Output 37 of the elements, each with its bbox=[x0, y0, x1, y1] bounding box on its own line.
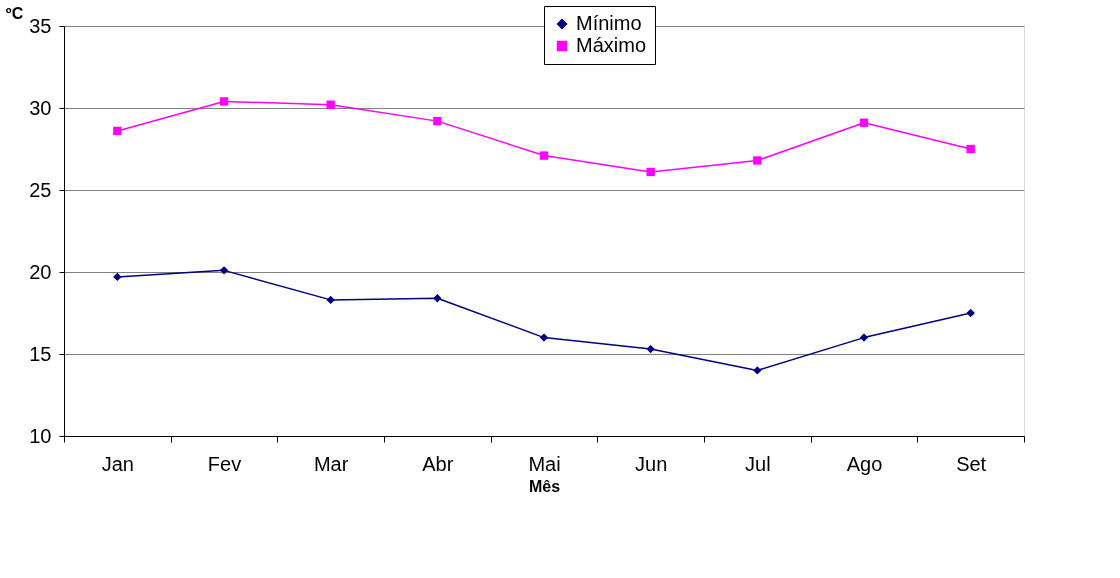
x-tick-label: Jun bbox=[635, 452, 668, 475]
point bbox=[326, 100, 335, 109]
point bbox=[433, 116, 442, 126]
point bbox=[753, 366, 762, 375]
y-tick-label: 20 bbox=[29, 260, 52, 283]
x-tick-label: Abr bbox=[422, 452, 454, 475]
point bbox=[326, 295, 335, 305]
point bbox=[219, 97, 229, 106]
x-tick-label: Mar bbox=[313, 452, 349, 475]
point bbox=[113, 272, 122, 282]
legend-label: Máximo bbox=[576, 34, 647, 56]
x-tick-label: Jul bbox=[745, 452, 771, 475]
y-tick-label: 35 bbox=[29, 14, 52, 37]
y-axis-title: ºC bbox=[5, 4, 24, 22]
x-tick-label: Fev bbox=[207, 452, 242, 475]
point bbox=[219, 266, 229, 275]
point bbox=[113, 126, 122, 136]
point bbox=[753, 156, 762, 165]
point bbox=[966, 144, 975, 154]
point bbox=[646, 167, 655, 177]
point bbox=[539, 333, 549, 342]
x-tick-label: Mai bbox=[528, 452, 561, 475]
x-tick-label: Ago bbox=[846, 452, 883, 475]
x-tick-label: Set bbox=[956, 452, 987, 475]
x-axis-title: Mês bbox=[528, 477, 561, 495]
legend-label: Mínimo bbox=[576, 12, 642, 34]
point bbox=[539, 151, 549, 160]
point bbox=[859, 333, 869, 342]
point bbox=[859, 118, 869, 127]
y-tick-label: 15 bbox=[29, 342, 52, 365]
x-tick-label: Jan bbox=[101, 452, 134, 475]
y-tick-label: 25 bbox=[29, 178, 52, 201]
y-tick-label: 30 bbox=[29, 96, 52, 119]
point bbox=[646, 344, 655, 354]
y-tick-label: 10 bbox=[29, 424, 52, 447]
point bbox=[433, 294, 442, 303]
point bbox=[966, 308, 975, 318]
